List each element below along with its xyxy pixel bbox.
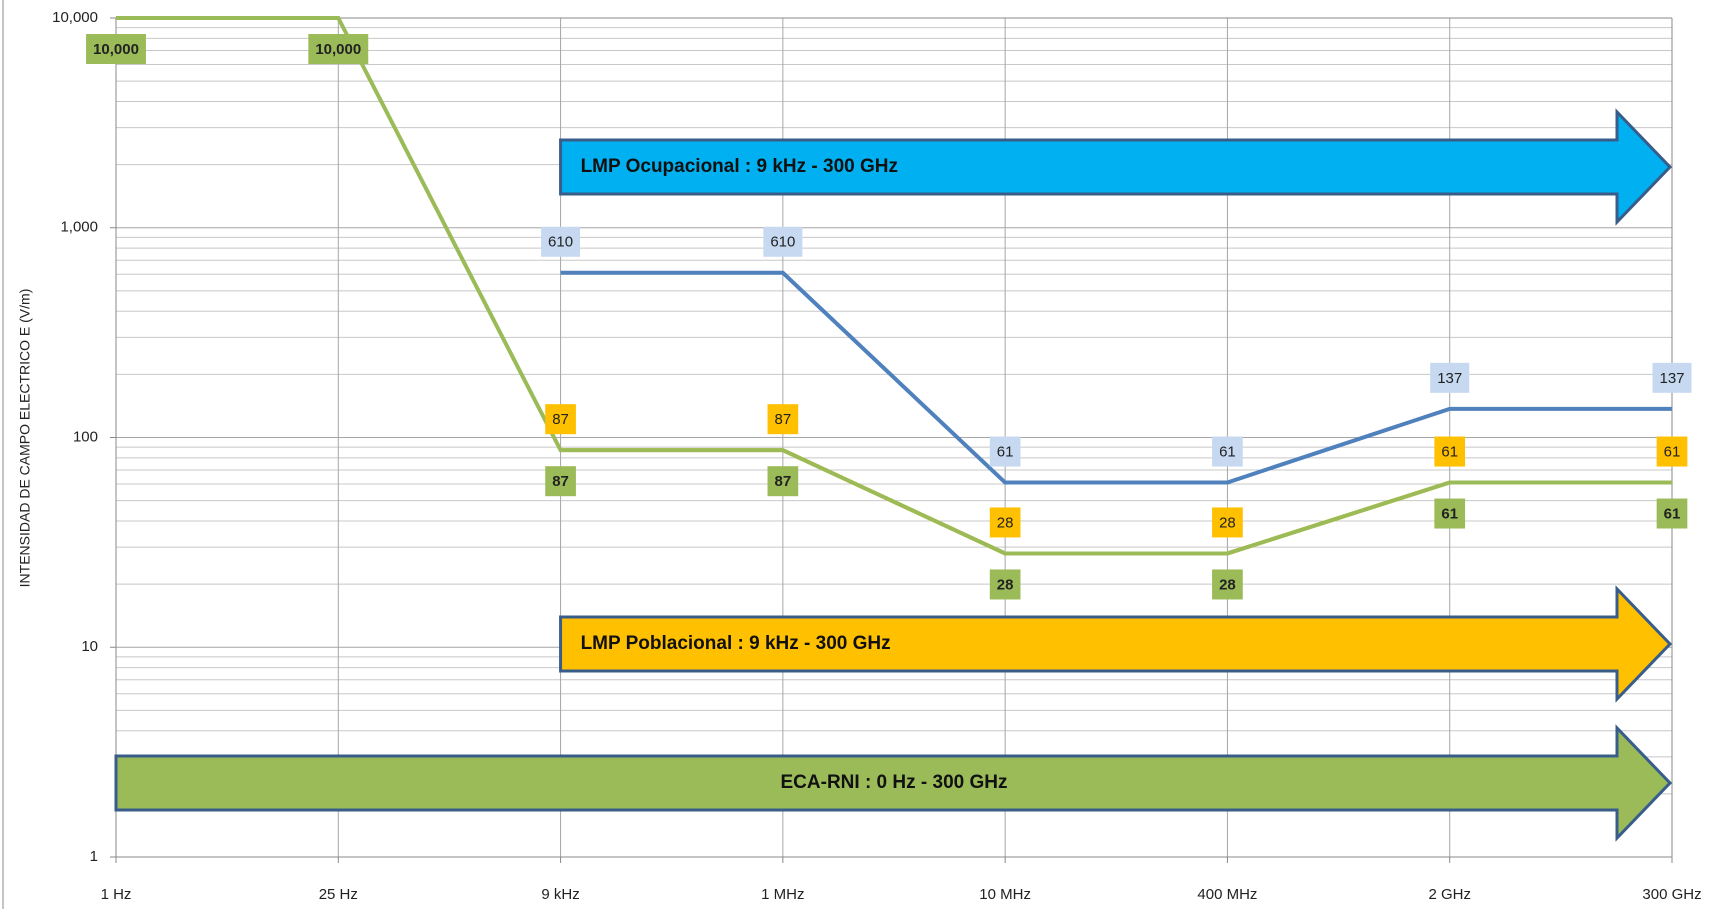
data-label-box <box>767 404 799 435</box>
annotation-arrow <box>114 724 1673 842</box>
annotation-arrow <box>559 108 1673 226</box>
data-label-text: 61 <box>1664 443 1681 460</box>
data-label-box <box>1434 436 1466 467</box>
data-label: 61 <box>989 436 1021 467</box>
data-label: 610 <box>541 226 581 257</box>
data-label-text: 87 <box>775 411 792 428</box>
y-tick-label: 1,000 <box>60 219 98 236</box>
data-label-box <box>545 404 576 435</box>
data-label: 28 <box>989 507 1021 538</box>
data-label-box <box>989 436 1021 467</box>
data-label-text: 61 <box>1441 505 1458 522</box>
x-tick-label: 1 Hz <box>101 886 132 903</box>
data-label-text: 28 <box>997 514 1014 531</box>
data-label: 87 <box>767 404 799 435</box>
series-line <box>116 16 1672 556</box>
data-label-text: 61 <box>1664 505 1681 522</box>
annotation-text: LMP Poblacional : 9 kHz - 300 GHz <box>581 633 891 654</box>
series-line <box>560 270 1672 485</box>
data-label-text: 87 <box>775 473 792 490</box>
y-tick-label: 10,000 <box>52 9 98 26</box>
data-label: 10,000 <box>86 34 146 64</box>
annotation-text: ECA-RNI : 0 Hz - 300 GHz <box>781 772 1008 793</box>
data-label-text: 28 <box>1219 576 1236 593</box>
data-label: 61 <box>1212 436 1243 467</box>
y-tick-label: 100 <box>73 428 98 445</box>
data-label: 87 <box>545 466 576 497</box>
x-tick-label: 2 GHz <box>1428 886 1471 903</box>
data-label: 610 <box>763 226 803 257</box>
data-label-text: 61 <box>1219 443 1236 460</box>
annotation-text: LMP Ocupacional : 9 kHz - 300 GHz <box>581 156 898 177</box>
data-label-box <box>989 507 1021 538</box>
data-label-text: 610 <box>548 234 573 251</box>
data-label-text: 28 <box>997 576 1014 593</box>
data-label-text: 87 <box>552 411 569 428</box>
data-label: 28 <box>1212 569 1243 600</box>
data-label-box <box>1212 569 1243 600</box>
y-tick-label: 10 <box>81 638 98 655</box>
data-label-box <box>1656 498 1688 529</box>
data-label-box <box>1434 498 1466 529</box>
x-tick-label: 400 MHz <box>1197 886 1257 903</box>
data-label-text: 28 <box>1219 514 1236 531</box>
data-label: 10,000 <box>308 34 369 64</box>
data-label-box <box>989 569 1021 600</box>
y-axis-label: INTENSIDAD DE CAMPO ELECTRICO E (V/m) <box>17 289 33 588</box>
data-label: 61 <box>1656 436 1688 467</box>
data-label-text: 87 <box>552 473 569 490</box>
data-label: 61 <box>1656 498 1688 529</box>
data-label-text: 610 <box>770 234 795 251</box>
data-label: 137 <box>1430 362 1470 393</box>
data-label-text: 61 <box>1441 443 1458 460</box>
data-label-box <box>545 466 576 497</box>
data-label-box <box>763 226 803 257</box>
data-label: 61 <box>1434 498 1466 529</box>
data-label: 28 <box>1212 507 1243 538</box>
data-label-text: 137 <box>1437 370 1462 387</box>
data-label-text: 10,000 <box>315 41 361 58</box>
data-label-text: 10,000 <box>93 41 139 58</box>
data-label-box <box>308 34 369 64</box>
x-tick-label: 1 MHz <box>761 886 804 903</box>
data-label-box <box>1652 362 1692 393</box>
data-label-box <box>1430 362 1470 393</box>
data-label-box <box>541 226 581 257</box>
x-tick-label: 9 kHz <box>541 886 579 903</box>
data-label: 137 <box>1652 362 1692 393</box>
annotation-arrow <box>559 585 1673 703</box>
data-label-box <box>1212 436 1243 467</box>
data-label: 28 <box>989 569 1021 600</box>
x-tick-label: 300 GHz <box>1642 886 1701 903</box>
data-label: 87 <box>767 466 799 497</box>
x-tick-label: 10 MHz <box>979 886 1031 903</box>
y-tick-label: 1 <box>90 848 98 865</box>
data-label-box <box>767 466 799 497</box>
x-tick-label: 25 Hz <box>319 886 358 903</box>
data-label-text: 137 <box>1659 370 1684 387</box>
data-label-text: 61 <box>997 443 1014 460</box>
data-label-box <box>86 34 146 64</box>
data-label: 87 <box>545 404 576 435</box>
data-label-box <box>1656 436 1688 467</box>
data-label-box <box>1212 507 1243 538</box>
data-label: 61 <box>1434 436 1466 467</box>
